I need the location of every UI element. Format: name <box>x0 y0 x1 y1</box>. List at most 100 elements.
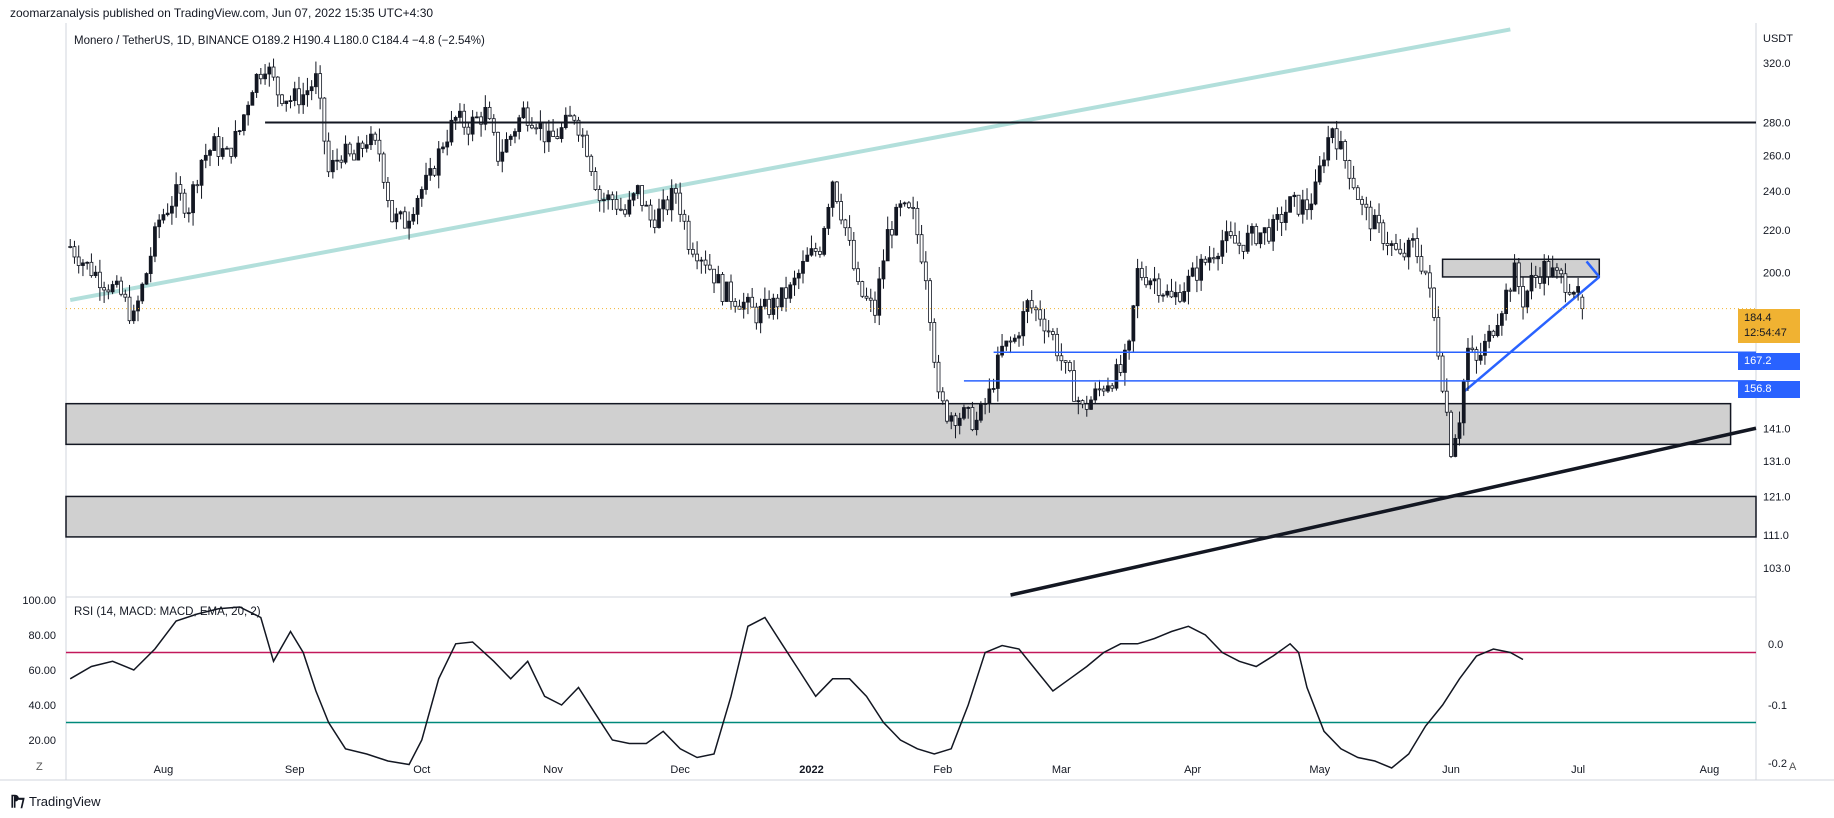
candle-body <box>148 255 153 274</box>
candle-body <box>521 107 526 119</box>
candle-body <box>1406 239 1411 258</box>
candle-body <box>940 391 945 402</box>
rsi-left-tick: 80.00 <box>28 630 56 642</box>
corner-a-button[interactable]: A <box>1789 761 1797 773</box>
candle-body <box>1389 243 1394 246</box>
candle-body <box>360 142 365 149</box>
candle-body <box>1004 340 1009 347</box>
candle-body <box>678 192 683 215</box>
candle-body <box>1093 388 1098 401</box>
candle-body <box>627 199 632 215</box>
candle-body <box>174 184 179 207</box>
candle-body <box>1571 291 1576 295</box>
candle-body <box>170 205 174 214</box>
candle-body <box>928 280 932 323</box>
candle-body <box>792 277 797 286</box>
candle-body <box>1089 399 1093 410</box>
candle-body <box>1516 262 1521 287</box>
x-tick-label: Apr <box>1184 764 1201 776</box>
zone-support-zone-lower <box>65 495 1757 538</box>
candle-body <box>182 192 187 214</box>
candle-body <box>1216 255 1220 260</box>
corner-z-button[interactable]: Z <box>36 761 43 773</box>
candle-body <box>1313 181 1318 205</box>
candle-body <box>123 293 128 298</box>
candle-body <box>542 122 547 143</box>
candle-body <box>610 194 615 200</box>
candle-body <box>635 185 640 195</box>
candle-body <box>1195 267 1199 281</box>
candle-body <box>1487 330 1492 342</box>
candle-body <box>381 153 386 183</box>
rsi-legend: RSI (14, MACD: MACD, EMA, 20, 2) <box>74 606 261 618</box>
candle-body <box>1173 292 1178 298</box>
candle-body <box>1063 360 1068 363</box>
candle-body <box>326 140 331 173</box>
candle-body <box>983 403 988 405</box>
tradingview-logo-icon: ⁋⁊ <box>10 793 25 810</box>
candle-body <box>779 287 784 308</box>
candle-body <box>686 220 691 250</box>
candle-body <box>1466 347 1470 382</box>
candle-body <box>314 73 318 88</box>
rsi-left-tick: 20.00 <box>28 735 56 747</box>
candle-body <box>1275 214 1280 220</box>
candle-body <box>873 299 877 316</box>
candle-body <box>1051 331 1055 335</box>
candle-body <box>949 415 954 422</box>
candle-body <box>233 130 238 157</box>
rsi-right-tick: -0.1 <box>1768 700 1787 712</box>
candle-body <box>623 209 627 215</box>
x-tick-label: Sep <box>285 764 305 776</box>
candle-body <box>1499 313 1504 326</box>
candle-body <box>1042 318 1047 332</box>
candle-body <box>517 117 522 132</box>
candle-body <box>496 131 500 162</box>
candle-body <box>1021 311 1026 337</box>
tradingview-logo[interactable]: ⁋⁊ TradingView <box>10 792 101 810</box>
candle-body <box>1491 330 1496 337</box>
candle-body <box>1271 219 1276 242</box>
candle-body <box>513 131 517 137</box>
candle-body <box>1097 388 1102 391</box>
candle-body <box>784 287 788 299</box>
candle-body <box>386 181 390 201</box>
candle-body <box>767 298 771 315</box>
candle-body <box>1228 231 1233 236</box>
x-tick-label: Nov <box>543 764 563 776</box>
rsi-left-tick: 60.00 <box>28 665 56 677</box>
candle-body <box>847 227 852 241</box>
last-price-value: 184.4 <box>1744 312 1772 324</box>
candle-body <box>1508 289 1513 292</box>
candle-body <box>449 119 454 143</box>
candle-body <box>309 86 314 92</box>
candle-body <box>1398 248 1403 254</box>
y-tick-label: 220.0 <box>1763 225 1791 237</box>
candle-body <box>1402 252 1407 258</box>
candle-body <box>301 94 306 106</box>
candle-body <box>1300 199 1305 215</box>
candle-body <box>1372 214 1377 230</box>
y-tick-label: 131.0 <box>1763 456 1791 468</box>
bar-countdown: 12:54:47 <box>1744 327 1787 339</box>
candle-body <box>1139 268 1144 278</box>
candle-body <box>504 139 509 153</box>
candle-body <box>267 66 272 75</box>
candle-body <box>474 116 479 119</box>
candle-body <box>114 280 119 285</box>
candle-body <box>343 143 348 163</box>
candle-body <box>890 229 894 236</box>
candle-body <box>525 107 530 126</box>
trendline-black-rising <box>1010 426 1757 597</box>
candle-body <box>186 212 191 215</box>
candle-body <box>1038 309 1043 320</box>
candle-body <box>1309 203 1314 211</box>
candle-body <box>902 202 907 205</box>
last-price-tag: 184.4 12:54:47 <box>1738 309 1800 343</box>
publisher-line: zoomarzanalysis published on TradingView… <box>10 6 434 20</box>
candle-body <box>284 100 289 104</box>
candle-body <box>1279 214 1284 223</box>
candle-body <box>813 248 818 252</box>
candle-body <box>1118 364 1123 373</box>
